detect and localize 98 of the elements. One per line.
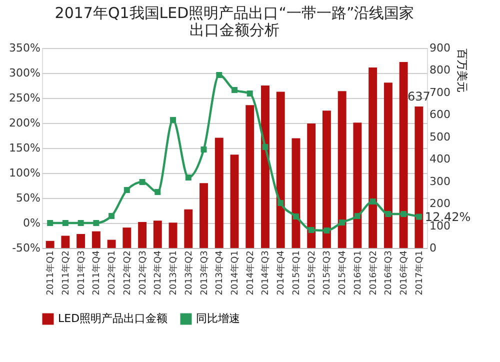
y2-tick-label: 600 [430,108,450,122]
x-tick-label: 2015年Q2 [306,250,318,296]
x-tick-label: 2016年Q2 [368,250,379,296]
bar [46,240,54,248]
point [62,220,68,226]
point [139,179,146,185]
point [108,213,115,219]
bar [200,183,208,248]
bar [107,240,116,248]
bar [214,138,224,248]
point [232,87,238,93]
x-tick-label: 2013年Q3 [198,250,210,296]
point [200,146,207,152]
y2-tick-label: 800 [430,64,450,77]
x-tick-label: 2016年Q3 [383,250,394,296]
bar [399,62,408,248]
point [246,90,253,96]
bar [184,209,193,248]
x-tick-label: 2011年Q4 [91,250,102,296]
data-label: 637 [407,89,430,104]
point [154,189,161,195]
y2-tick-label: 700 [430,86,450,99]
x-tick-label: 2016年Q1 [352,250,364,296]
point [262,144,268,150]
bar [76,234,86,248]
bar [322,110,331,248]
point [324,228,330,234]
point [124,187,130,193]
point [416,214,422,220]
bar [368,68,378,248]
y2-axis-title: 百万美元 [455,48,468,92]
x-tick-label: 2013年Q4 [214,250,226,296]
y-tick-label: 350% [9,42,40,54]
x-tick-label: 2014年Q1 [230,250,240,296]
bar [246,105,254,248]
bar [338,91,346,248]
x-tick-label: 2013年Q2 [183,250,194,296]
bar [276,92,285,248]
x-tick-label: 2012年Q1 [106,250,118,296]
x-tick-label: 2014年Q4 [276,250,287,296]
y2-tick-label: 300 [430,174,450,188]
point [308,227,314,233]
bar [122,228,132,248]
y-tick-label: 300% [9,66,40,80]
point [400,211,407,217]
bar [168,222,178,248]
bar [384,82,392,248]
y-tick-label: 100% [9,166,40,180]
y2-tick-label: 500 [430,130,450,144]
point [339,220,346,226]
bar [414,106,424,248]
x-tick-label: 2012年Q3 [137,250,148,296]
point [370,198,376,204]
bar [261,86,270,248]
bar [307,124,316,248]
point [47,220,54,226]
legend-label: 同比增速 [196,312,240,325]
bar [138,222,147,248]
y-tick-label: 250% [9,92,40,104]
y2-tick-label: 200 [430,197,450,210]
point [78,220,84,226]
x-tick-label: 2013年Q1 [168,250,180,296]
y2-tick-label: 900 [430,42,450,54]
point [354,213,360,219]
bar [292,138,300,248]
x-tick-label: 2016年Q4 [398,250,410,296]
y2-tick-label: 400 [430,152,450,166]
x-tick-label: 2017年Q1 [414,250,425,296]
point [278,200,284,206]
point [93,220,100,226]
x-tick-label: 2015年Q4 [337,250,348,296]
x-tick-label: 2015年Q3 [322,250,333,296]
y-tick-label: 150% [9,142,40,154]
point [385,211,392,217]
bar [153,220,162,248]
y-tick-label: 0% [23,216,40,230]
y-tick-label: -50% [12,242,40,254]
x-tick-label: 2011年Q1 [45,250,56,296]
x-tick-label: 2015年Q1 [290,250,302,296]
x-tick-label: 2012年Q4 [152,250,164,296]
x-tick-label: 2014年Q2 [244,250,256,296]
x-tick-label: 2011年Q2 [60,250,72,296]
x-tick-label: 2011年Q3 [76,250,87,296]
bar [61,236,70,248]
bar [92,231,100,248]
legend-label: LED照明产品出口金额 [58,312,168,325]
point [185,174,192,180]
chart-title: 2017年Q1我国LED照明产品出口“一带一路”沿线国家出口金额分析 [54,4,414,39]
y-tick-label: 50% [16,192,40,204]
bar [353,122,362,248]
y2-tick-label: 0 [430,242,436,254]
bar [230,154,239,248]
point [292,214,299,220]
x-tick-label: 2014年Q3 [260,250,272,296]
x-tick-label: 2012年Q2 [122,250,133,296]
point [170,117,176,123]
point [216,72,222,78]
y-tick-label: 200% [9,116,40,130]
